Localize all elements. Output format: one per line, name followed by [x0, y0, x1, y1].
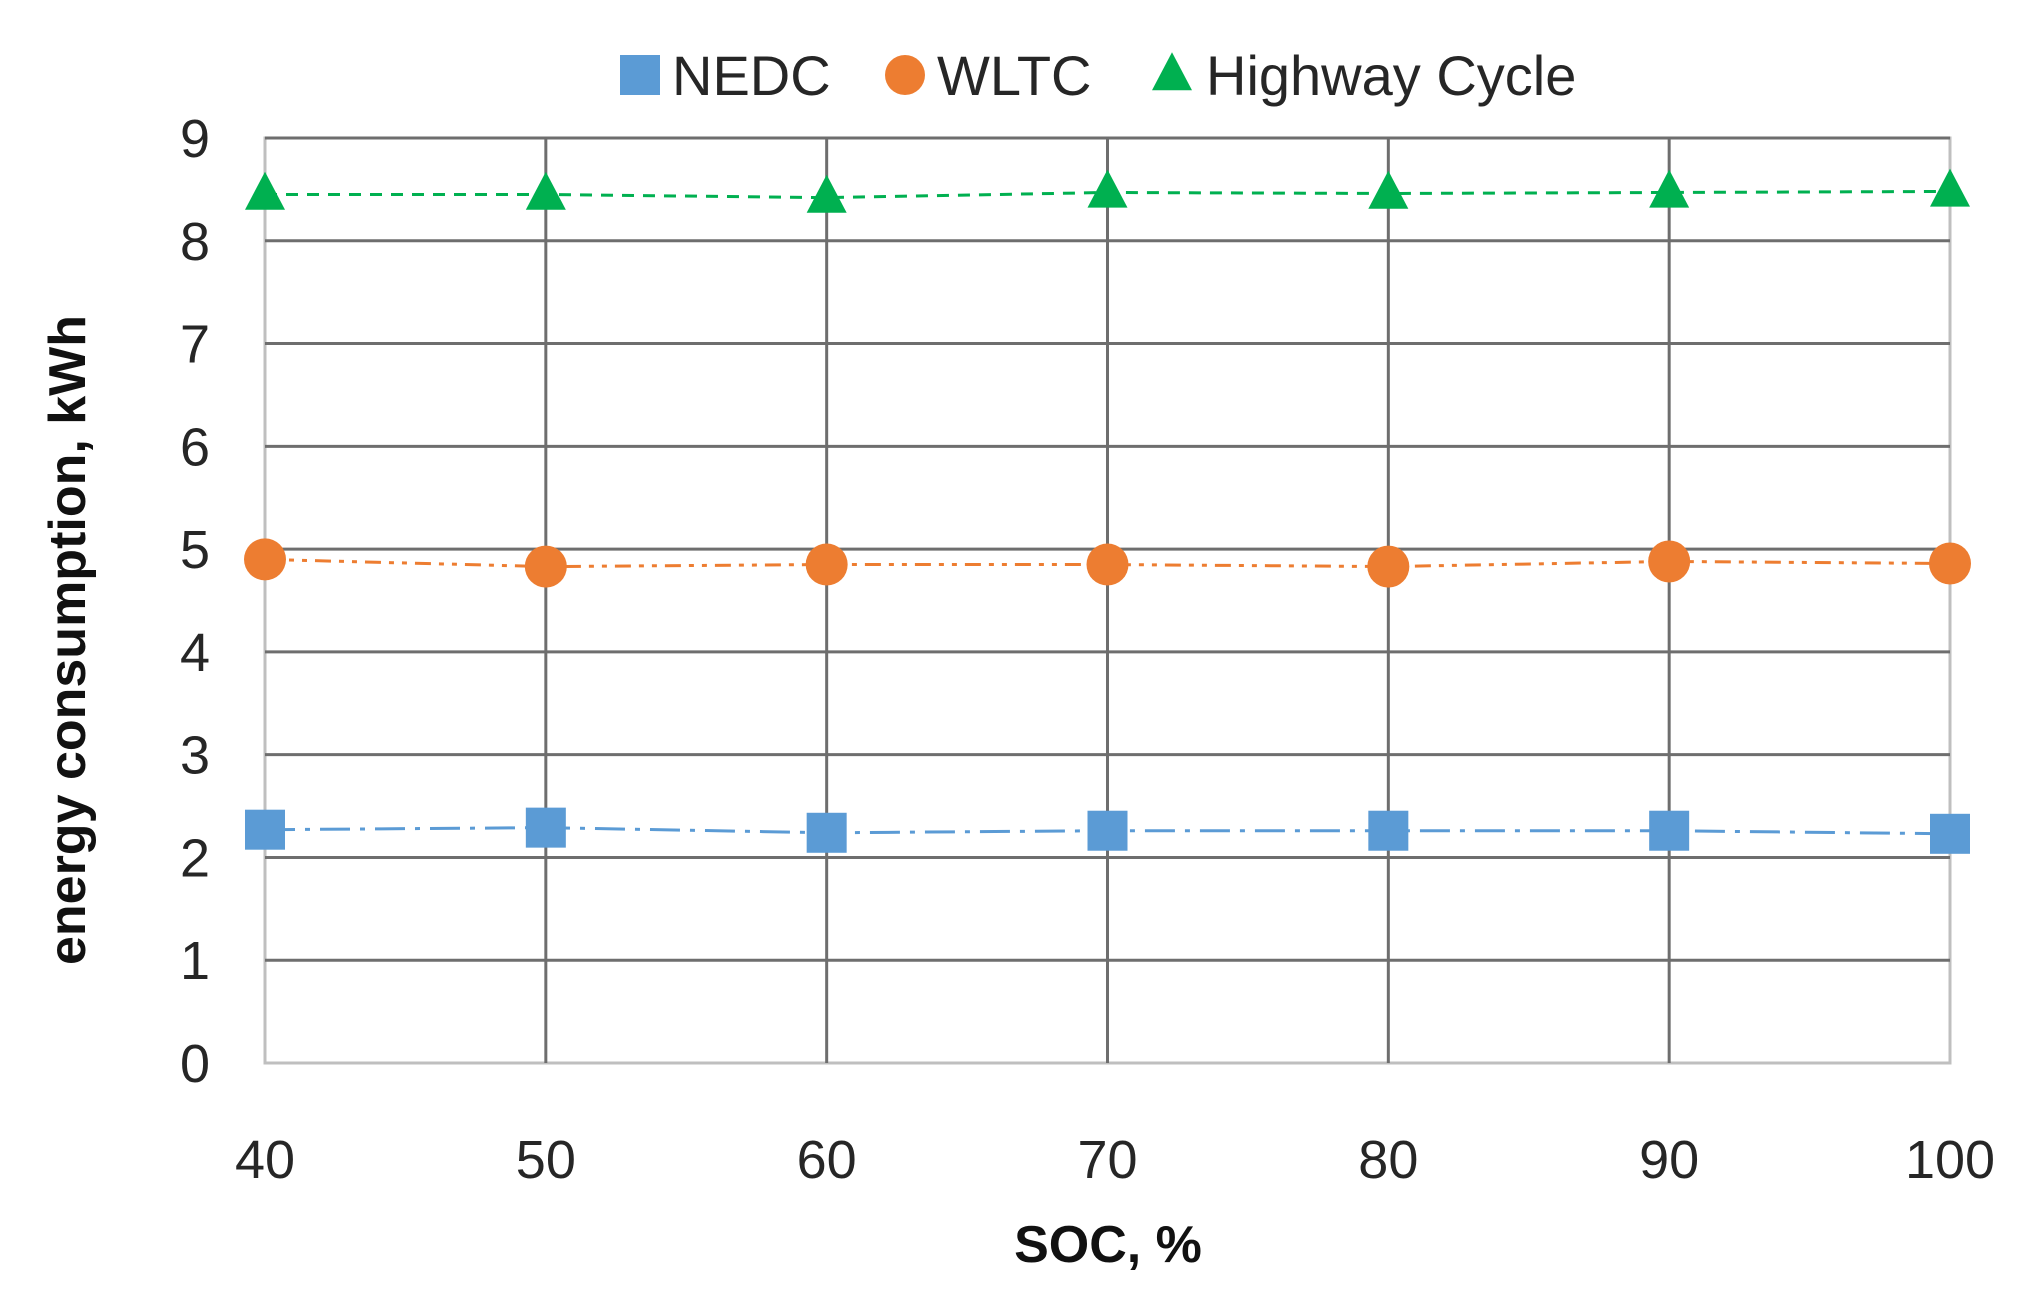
y-tick-label: 3	[180, 726, 210, 786]
y-tick-label: 8	[180, 212, 210, 272]
data-point-highway-cycle	[1368, 170, 1409, 209]
legend-item-wltc: WLTC	[885, 44, 1092, 107]
data-point-highway-cycle	[1649, 169, 1690, 208]
data-series	[244, 168, 1971, 854]
data-point-highway-cycle	[1087, 169, 1128, 208]
data-point-wltc	[1367, 545, 1410, 588]
legend-item-nedc: NEDC	[620, 44, 831, 107]
data-point-highway-cycle	[525, 171, 566, 210]
x-tick-label: 50	[516, 1130, 576, 1190]
legend-marker-highway-cycle	[1152, 52, 1192, 91]
y-tick-label: 9	[180, 109, 210, 169]
data-point-nedc	[1368, 810, 1409, 851]
legend-marker-nedc	[620, 55, 660, 95]
data-point-nedc	[245, 809, 285, 850]
x-tick-label: 70	[1077, 1130, 1137, 1190]
data-point-wltc	[1086, 543, 1129, 586]
x-axis-title: SOC, %	[1014, 1216, 1202, 1274]
y-tick-label: 2	[180, 828, 210, 888]
tick-labels: 0 1 2 3 4 5 6 7 8 9 40 50 60 70 80 90 100	[180, 109, 1995, 1190]
y-tick-label: 0	[180, 1034, 210, 1094]
grid-lines	[265, 136, 1950, 1063]
legend-label-nedc: NEDC	[672, 44, 831, 107]
x-tick-label: 60	[797, 1130, 857, 1190]
data-point-wltc	[244, 538, 286, 581]
data-point-nedc	[1087, 810, 1128, 851]
series-wltc	[244, 538, 1971, 588]
series-nedc	[245, 807, 1970, 854]
data-point-nedc	[1649, 810, 1690, 851]
data-point-highway-cycle	[806, 174, 847, 213]
data-point-wltc	[524, 545, 567, 588]
x-tick-label: 100	[1905, 1130, 1995, 1190]
x-tick-label: 90	[1639, 1130, 1699, 1190]
y-tick-label: 4	[180, 623, 210, 683]
data-point-nedc	[806, 812, 847, 853]
data-point-wltc	[1929, 542, 1971, 585]
data-point-wltc	[1648, 540, 1691, 583]
x-tick-label: 80	[1358, 1130, 1418, 1190]
y-tick-label: 1	[180, 931, 210, 991]
data-point-wltc	[805, 543, 848, 586]
legend-label-wltc: WLTC	[937, 44, 1092, 107]
legend-item-highway-cycle: Highway Cycle	[1152, 44, 1576, 107]
y-tick-label: 5	[180, 520, 210, 580]
series-highway-cycle	[245, 168, 1970, 213]
data-point-highway-cycle	[1930, 168, 1970, 207]
data-point-nedc	[525, 807, 566, 848]
data-point-nedc	[1930, 813, 1970, 854]
x-tick-label: 40	[235, 1130, 295, 1190]
legend: NEDC WLTC Highway Cycle	[620, 44, 1576, 107]
y-tick-label: 7	[180, 315, 210, 375]
y-tick-label: 6	[180, 417, 210, 477]
y-axis-title: energy consumption, kWh	[39, 315, 97, 965]
data-point-highway-cycle	[245, 171, 285, 210]
legend-label-highway-cycle: Highway Cycle	[1206, 44, 1576, 107]
legend-marker-wltc	[885, 55, 925, 95]
